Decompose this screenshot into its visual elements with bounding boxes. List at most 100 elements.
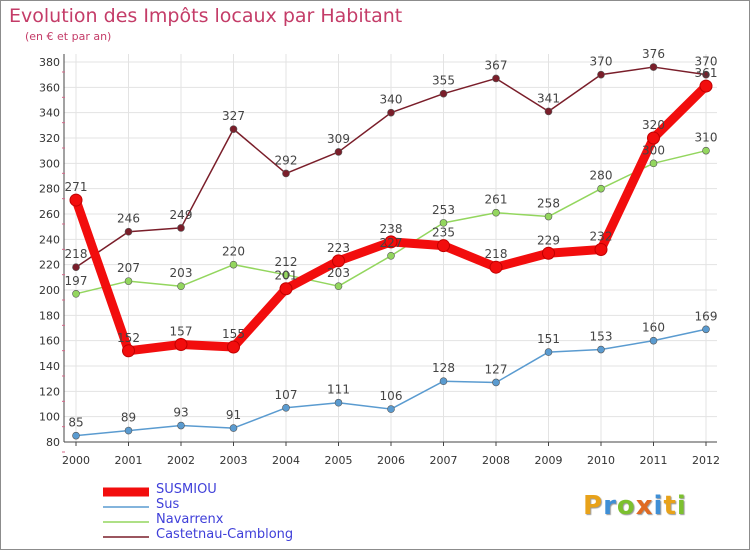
data-label-castetnau-camblong-2002: 249 — [170, 208, 193, 222]
legend-label-sus: Sus — [156, 497, 180, 512]
y-tick-label-320: 320 — [39, 132, 60, 145]
logo-letter-3: x — [635, 491, 654, 521]
x-tick-label-2004: 2004 — [272, 454, 300, 467]
point-sus-2005 — [334, 398, 343, 407]
data-label-susmiou-2011: 320 — [642, 118, 665, 132]
point-sus-2010 — [597, 345, 605, 354]
point-sus-2002 — [177, 421, 185, 430]
point-navarrenx-2012 — [702, 146, 710, 155]
point-susmiou-2003 — [227, 340, 240, 354]
point-sus-2009 — [544, 348, 553, 356]
data-label-susmiou-2004: 201 — [275, 269, 298, 283]
data-label-sus-2009: 151 — [537, 332, 560, 346]
data-label-sus-2002: 93 — [173, 406, 188, 420]
data-label-sus-2012: 169 — [695, 309, 718, 323]
data-label-sus-2008: 127 — [485, 362, 508, 376]
x-tick-label-2009: 2009 — [535, 454, 563, 467]
point-sus-2003 — [229, 424, 238, 432]
data-label-castetnau-camblong-2010: 370 — [590, 55, 613, 69]
legend-label-navarrenx: Navarrenx — [156, 512, 224, 527]
point-sus-2012 — [702, 325, 710, 334]
y-tick-label-360: 360 — [39, 81, 60, 94]
x-tick-label-2006: 2006 — [377, 454, 405, 467]
point-navarrenx-2002 — [177, 282, 185, 291]
data-label-sus-2011: 160 — [642, 321, 665, 335]
x-tick-label-2007: 2007 — [430, 454, 458, 467]
data-label-castetnau-camblong-2006: 340 — [380, 93, 403, 107]
point-susmiou-2001 — [122, 344, 135, 358]
point-castetnau-camblong-2008 — [492, 74, 500, 83]
data-label-susmiou-2000: 271 — [65, 180, 88, 194]
data-label-castetnau-camblong-2001: 246 — [117, 212, 140, 226]
logo-letter-4: i — [653, 491, 664, 521]
legend-swatch-sus — [103, 506, 149, 508]
data-label-sus-2006: 106 — [380, 389, 403, 403]
point-castetnau-camblong-2006 — [387, 108, 395, 117]
data-label-susmiou-2010: 232 — [590, 229, 613, 243]
data-label-susmiou-2001: 152 — [117, 331, 140, 345]
point-navarrenx-2008 — [492, 208, 500, 217]
proxiti-logo: Proxiti — [583, 491, 687, 521]
y-tick-label-80: 80 — [46, 436, 60, 449]
legend-label-susmiou: SUSMIOU — [156, 482, 217, 497]
y-tick-label-340: 340 — [39, 107, 60, 120]
point-castetnau-camblong-2011 — [649, 63, 658, 71]
y-tick-label-120: 120 — [39, 385, 60, 398]
point-castetnau-camblong-2003 — [229, 125, 238, 133]
chart-title: Evolution des Impôts locaux par Habitant — [9, 5, 403, 27]
point-castetnau-camblong-2009 — [544, 107, 553, 116]
point-sus-2000 — [72, 431, 80, 440]
data-label-navarrenx-2004: 212 — [275, 255, 298, 269]
x-tick-label-2008: 2008 — [482, 454, 510, 467]
point-navarrenx-2001 — [124, 277, 133, 285]
data-label-susmiou-2002: 157 — [170, 324, 193, 338]
point-susmiou-2008 — [489, 260, 503, 274]
point-susmiou-2009 — [542, 246, 555, 260]
legend-swatch-castetnau-camblong — [103, 536, 149, 538]
point-sus-2011 — [649, 336, 658, 345]
data-label-susmiou-2009: 229 — [537, 233, 560, 247]
point-navarrenx-2003 — [229, 260, 238, 269]
data-label-navarrenx-2006: 227 — [380, 236, 403, 250]
data-label-navarrenx-2000: 197 — [65, 274, 88, 288]
data-label-susmiou-2003: 155 — [222, 327, 245, 341]
data-label-castetnau-camblong-2000: 218 — [65, 247, 88, 261]
x-tick-label-2012: 2012 — [692, 454, 720, 467]
data-label-sus-2005: 111 — [327, 383, 350, 397]
data-label-castetnau-camblong-2007: 355 — [432, 74, 455, 88]
data-label-sus-2000: 85 — [68, 416, 83, 430]
point-castetnau-camblong-2004 — [282, 169, 290, 178]
point-susmiou-2002 — [174, 337, 188, 351]
point-susmiou-2006 — [384, 235, 398, 249]
y-tick-label-240: 240 — [39, 233, 60, 246]
y-tick-label-280: 280 — [39, 183, 60, 196]
data-label-navarrenx-2002: 203 — [170, 266, 193, 280]
point-castetnau-camblong-2007 — [439, 89, 448, 98]
data-label-sus-2001: 89 — [121, 411, 136, 425]
y-tick-label-160: 160 — [39, 335, 60, 348]
point-castetnau-camblong-2012 — [702, 70, 710, 79]
legend-swatch-navarrenx — [103, 521, 149, 523]
logo-letter-5: t — [663, 491, 677, 521]
point-sus-2007 — [439, 377, 448, 386]
data-label-castetnau-camblong-2012: 370 — [695, 55, 718, 69]
legend-swatch-susmiou — [103, 487, 149, 497]
point-castetnau-camblong-2001 — [124, 227, 133, 236]
point-navarrenx-2009 — [544, 212, 553, 221]
point-susmiou-2004 — [279, 282, 293, 296]
data-label-castetnau-camblong-2008: 367 — [485, 58, 508, 72]
data-label-sus-2007: 128 — [432, 361, 455, 375]
data-label-navarrenx-2012: 310 — [695, 131, 718, 145]
point-castetnau-camblong-2010 — [597, 70, 605, 79]
data-label-castetnau-camblong-2009: 341 — [537, 91, 560, 105]
point-susmiou-2010 — [594, 242, 608, 256]
x-tick-label-2010: 2010 — [587, 454, 615, 467]
x-tick-label-2003: 2003 — [220, 454, 248, 467]
point-navarrenx-2010 — [597, 184, 605, 193]
y-tick-label-140: 140 — [39, 360, 60, 373]
data-label-navarrenx-2003: 220 — [222, 245, 245, 259]
data-label-sus-2003: 91 — [226, 408, 241, 422]
point-susmiou-2005 — [332, 254, 345, 268]
